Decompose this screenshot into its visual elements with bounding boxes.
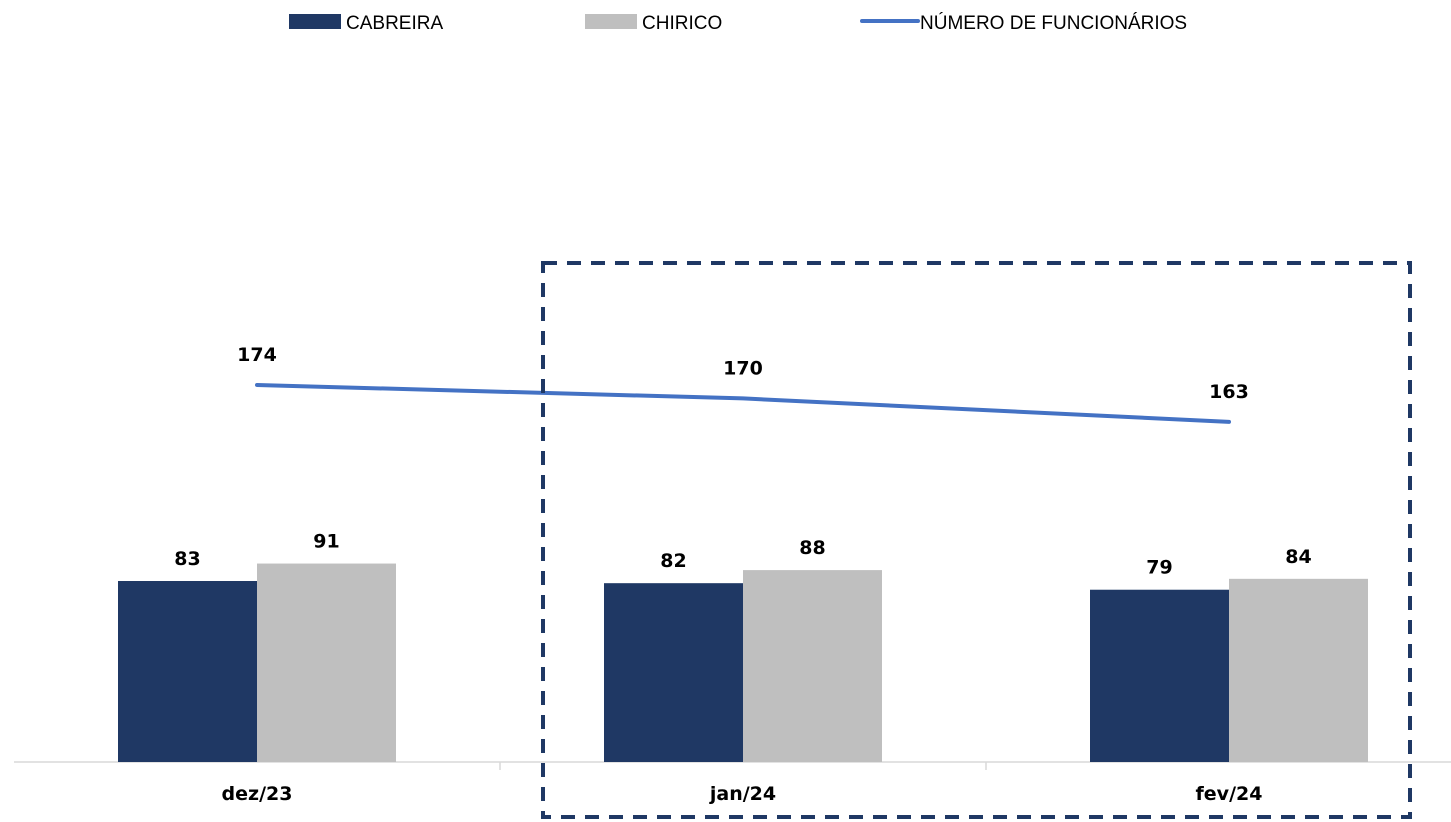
data-label-funcionarios: 174 xyxy=(237,344,277,366)
legend-label-chirico: CHIRICO xyxy=(642,13,722,34)
legend-label-funcionarios: NÚMERO DE FUNCIONÁRIOS xyxy=(920,12,1187,34)
legend-swatch-chirico xyxy=(585,14,637,29)
data-label-chirico: 88 xyxy=(799,537,825,559)
highlight-box xyxy=(541,261,1412,819)
data-label-funcionarios: 163 xyxy=(1209,381,1249,403)
bar-cabreira xyxy=(604,583,743,762)
legend-label-cabreira: CABREIRA xyxy=(346,13,443,34)
x-tick-label: dez/23 xyxy=(222,783,293,805)
data-label-cabreira: 83 xyxy=(174,548,200,570)
bar-chirico xyxy=(257,563,396,762)
bar-chirico xyxy=(1229,578,1368,762)
legend-swatch-cabreira xyxy=(289,14,341,29)
data-label-cabreira: 82 xyxy=(660,550,686,572)
data-label-chirico: 91 xyxy=(313,531,339,553)
bar-cabreira xyxy=(1090,589,1229,762)
legend: CABREIRA CHIRICO NÚMERO DE FUNCIONÁRIOS xyxy=(289,12,1187,34)
data-label-funcionarios: 170 xyxy=(723,357,763,379)
data-label-cabreira: 79 xyxy=(1146,557,1172,579)
bar-cabreira xyxy=(118,581,257,762)
chart-marks: 83 91 dez/23 82 88 jan/24 79 84 fev/24 174 170 163 xyxy=(118,344,1368,805)
x-tick-label: jan/24 xyxy=(709,783,776,805)
line-funcionarios xyxy=(255,383,1231,424)
x-tick-label: fev/24 xyxy=(1196,783,1263,805)
data-label-chirico: 84 xyxy=(1285,546,1311,568)
bar-chirico xyxy=(743,570,882,762)
